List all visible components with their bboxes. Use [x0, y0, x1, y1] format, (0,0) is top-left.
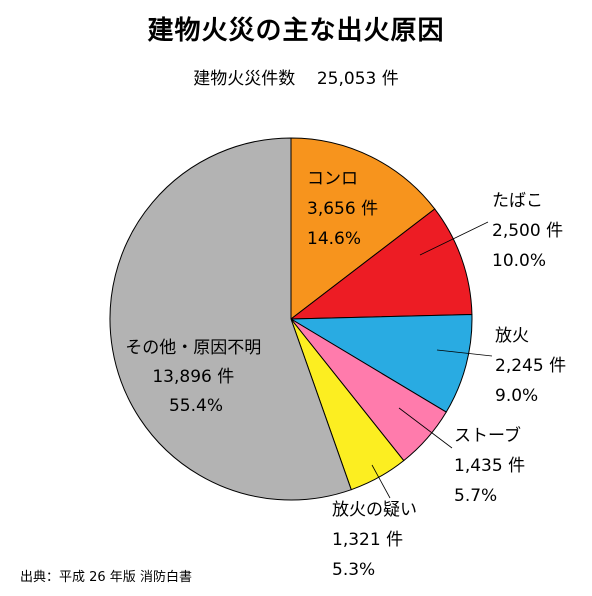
subtitle-label: 建物火災件数: [193, 69, 296, 89]
pie-slice-5: [109, 137, 352, 501]
chart-title: 建物火災の主な出火原因: [147, 16, 445, 46]
pie-slice-0: [290, 137, 436, 320]
label-sonota: その他・原因不明 13,896 件 55.4%: [125, 338, 266, 416]
leader-line-0: [419, 221, 489, 256]
label-houka-utagai-count: 1,321 件: [332, 530, 403, 550]
label-houka-name: 放火: [495, 326, 529, 346]
label-tabako-percent: 10.0%: [492, 251, 546, 271]
label-houka-utagai: 放火の疑い 1,321 件 5.3%: [332, 500, 422, 580]
leader-line-2: [398, 407, 453, 449]
label-stove: ストーブ 1,435 件 5.7%: [454, 425, 530, 506]
label-houka-percent: 9.0%: [495, 386, 538, 406]
chart-subtitle: 建物火災件数 25,053 件: [0, 64, 592, 89]
label-konro-name: コンロ: [307, 169, 358, 189]
leader-line-3: [371, 464, 391, 499]
label-tabako-name: たばこ: [492, 191, 543, 211]
label-konro-count: 3,656 件: [307, 199, 378, 219]
source-note: 出典：平成 26 年版 消防白書: [20, 570, 192, 585]
pie-slice-2: [290, 313, 473, 413]
leader-line-1: [436, 349, 493, 357]
label-sonota-count: 13,896 件: [152, 367, 234, 387]
label-stove-count: 1,435 件: [454, 456, 525, 476]
label-stove-name: ストーブ: [454, 425, 521, 446]
label-sonota-percent: 55.4%: [169, 396, 223, 416]
label-tabako: たばこ 2,500 件 10.0%: [492, 191, 568, 271]
subtitle-value: 25,053 件: [316, 69, 399, 89]
label-stove-percent: 5.7%: [454, 486, 497, 506]
label-houka-utagai-name: 放火の疑い: [332, 500, 417, 520]
label-konro-percent: 14.6%: [307, 229, 361, 249]
label-sonota-name: その他・原因不明: [125, 338, 261, 358]
label-tabako-count: 2,500 件: [492, 221, 563, 241]
label-houka-count: 2,245 件: [495, 356, 566, 376]
label-konro: コンロ 3,656 件 14.6%: [307, 169, 383, 249]
label-houka-utagai-percent: 5.3%: [332, 560, 375, 580]
label-houka: 放火 2,245 件 9.0%: [495, 326, 571, 406]
pie-slice-1: [290, 208, 473, 320]
